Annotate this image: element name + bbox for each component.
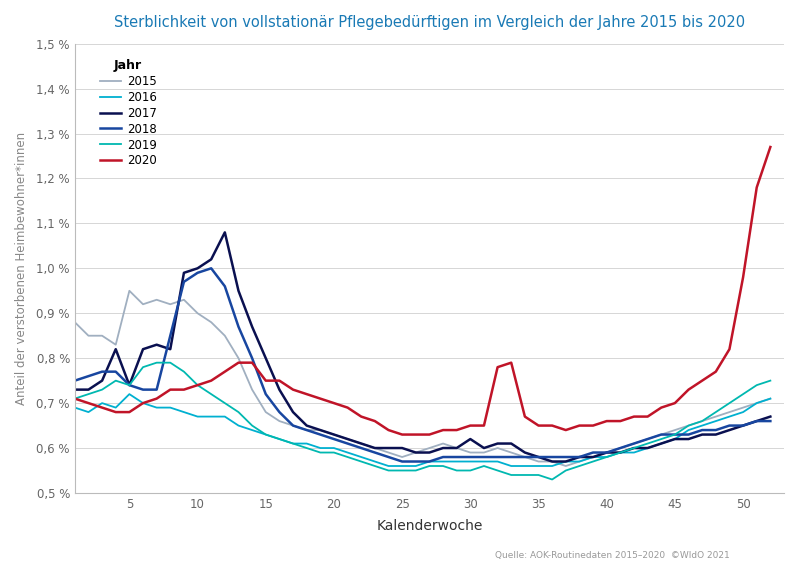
2016	[520, 463, 530, 469]
Title: Sterblichkeit von vollstationär Pflegebedürftigen im Vergleich der Jahre 2015 bi: Sterblichkeit von vollstationär Pflegebe…	[113, 15, 745, 30]
2018	[206, 265, 216, 272]
2020	[316, 395, 325, 402]
2020	[534, 422, 543, 429]
Line: 2017: 2017	[75, 232, 770, 461]
2019	[329, 449, 339, 456]
2015	[411, 449, 420, 456]
2020	[70, 395, 80, 402]
2020	[411, 431, 420, 438]
2020	[125, 409, 134, 416]
2016	[765, 395, 775, 402]
2018	[765, 417, 775, 424]
2020	[507, 359, 516, 366]
2018	[329, 436, 339, 443]
X-axis label: Kalenderwoche: Kalenderwoche	[376, 519, 483, 533]
2015	[765, 395, 775, 402]
2016	[329, 445, 339, 452]
2020	[397, 431, 407, 438]
2020	[765, 143, 775, 150]
2019	[125, 381, 134, 388]
2015	[452, 445, 462, 452]
2016	[138, 400, 148, 407]
2017	[547, 458, 557, 465]
2015	[507, 449, 516, 456]
2015	[138, 301, 148, 308]
Line: 2016: 2016	[75, 394, 770, 466]
2015	[70, 319, 80, 325]
2017	[534, 453, 543, 460]
2019	[534, 472, 543, 478]
2019	[547, 476, 557, 483]
2015	[329, 431, 339, 438]
2018	[424, 458, 434, 465]
2018	[547, 453, 557, 460]
2016	[547, 463, 557, 469]
2015	[125, 287, 134, 294]
2018	[397, 458, 407, 465]
2019	[452, 467, 462, 474]
2017	[125, 381, 134, 388]
2016	[70, 404, 80, 411]
2017	[329, 431, 339, 438]
2018	[70, 377, 80, 384]
Line: 2018: 2018	[75, 268, 770, 461]
2020	[725, 346, 734, 353]
2016	[424, 458, 434, 465]
2015	[561, 463, 570, 469]
2018	[520, 453, 530, 460]
Line: 2019: 2019	[75, 363, 770, 480]
2016	[466, 458, 475, 465]
2016	[384, 463, 393, 469]
2019	[70, 395, 80, 402]
2019	[765, 377, 775, 384]
2018	[466, 453, 475, 460]
2017	[507, 440, 516, 447]
2018	[125, 381, 134, 388]
Legend: 2015, 2016, 2017, 2018, 2019, 2020: 2015, 2016, 2017, 2018, 2019, 2020	[95, 54, 161, 172]
2016	[125, 391, 134, 397]
2017	[765, 413, 775, 420]
Line: 2015: 2015	[75, 291, 770, 466]
2019	[152, 359, 161, 366]
2017	[220, 229, 229, 236]
2019	[411, 467, 420, 474]
2019	[507, 472, 516, 478]
Y-axis label: Anteil der verstorbenen Heimbewohner*innen: Anteil der verstorbenen Heimbewohner*inn…	[15, 132, 28, 405]
2017	[452, 445, 462, 452]
2017	[411, 449, 420, 456]
2017	[70, 386, 80, 393]
Line: 2020: 2020	[75, 147, 770, 435]
Text: Quelle: AOK-Routinedaten 2015–2020  ©WIdO 2021: Quelle: AOK-Routinedaten 2015–2020 ©WIdO…	[495, 552, 730, 561]
2015	[534, 458, 543, 465]
